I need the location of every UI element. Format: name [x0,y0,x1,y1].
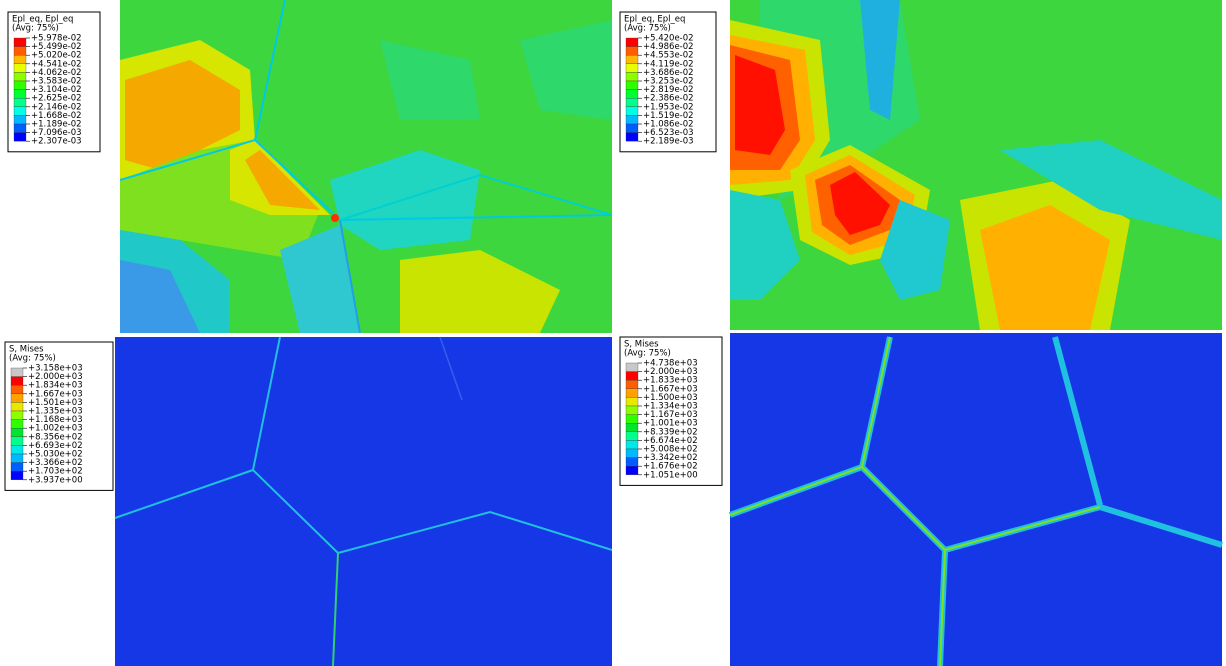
legend-swatch [11,471,23,480]
legend-swatch [626,380,638,389]
legend-swatch [626,90,638,99]
legend-swatch [14,90,26,99]
legend-swatch [626,406,638,415]
contour-plot-1 [120,0,612,333]
legend-label: +2.189e-03 [643,137,694,147]
legend-swatch [626,64,638,73]
contour-plot-4 [730,333,1222,666]
legend-swatch [626,72,638,81]
legend-swatch [11,402,23,411]
legend-swatch [14,47,26,56]
legend-swatch [626,47,638,56]
legend-label: +2.307e-03 [31,137,82,147]
legend-swatch [14,38,26,47]
legend-swatch [14,98,26,107]
legend-swatch [626,449,638,458]
legend-swatch [626,133,638,142]
legend-title: (Avg: 75%) [12,24,59,34]
legend-swatch [626,124,638,133]
legend-swatch [14,81,26,90]
legend-swatch [11,368,23,377]
legend-swatch [11,385,23,394]
legend: S, Mises(Avg: 75%)+3.158e+03+2.000e+03+1… [5,342,113,490]
legend-swatch [626,415,638,424]
contour-plot-2 [730,0,1222,330]
legend: S, Mises(Avg: 75%)+4.738e+03+2.000e+03+1… [620,337,722,485]
legend-swatch [14,72,26,81]
legend-swatch [626,397,638,406]
legend-swatch [626,363,638,372]
legend-swatch [14,64,26,73]
legend-swatch [626,372,638,381]
legend-swatch [626,115,638,124]
legend-swatch [14,133,26,142]
legend-swatch [14,124,26,133]
legend-swatch [11,420,23,429]
legend-swatch [11,437,23,446]
legend-swatch [626,458,638,467]
legend-title: (Avg: 75%) [624,24,671,34]
legend-label: +1.051e+00 [643,470,698,480]
legend-swatch [14,55,26,64]
legend-swatch [626,107,638,116]
figure: Epl_eq, Epl_eq(Avg: 75%)+5.978e-02+5.499… [0,0,1226,666]
legend-swatch [626,389,638,398]
legend-swatch [626,466,638,475]
legend-swatch [626,38,638,47]
legend-swatch [11,394,23,403]
legend-swatch [626,440,638,449]
legend-swatch [626,423,638,432]
legend-title: (Avg: 75%) [624,349,671,359]
legend-swatch [14,115,26,124]
legend-swatch [11,463,23,472]
legend-swatch [626,432,638,441]
legend-swatch [626,98,638,107]
legend-swatch [11,428,23,437]
contour-plot-3 [115,337,612,666]
legend-swatch [626,81,638,90]
legend-title: (Avg: 75%) [9,354,56,364]
legend-swatch [11,411,23,420]
legend-swatch [11,377,23,386]
legend-swatch [11,445,23,454]
legend: Epl_eq, Epl_eq(Avg: 75%)+5.978e-02+5.499… [8,12,100,152]
legend-swatch [11,454,23,463]
legend-swatch [626,55,638,64]
legend-label: +3.937e+00 [28,475,83,485]
legend: Epl_eq, Epl_eq(Avg: 75%)+5.420e-02+4.986… [620,12,716,152]
legend-swatch [14,107,26,116]
